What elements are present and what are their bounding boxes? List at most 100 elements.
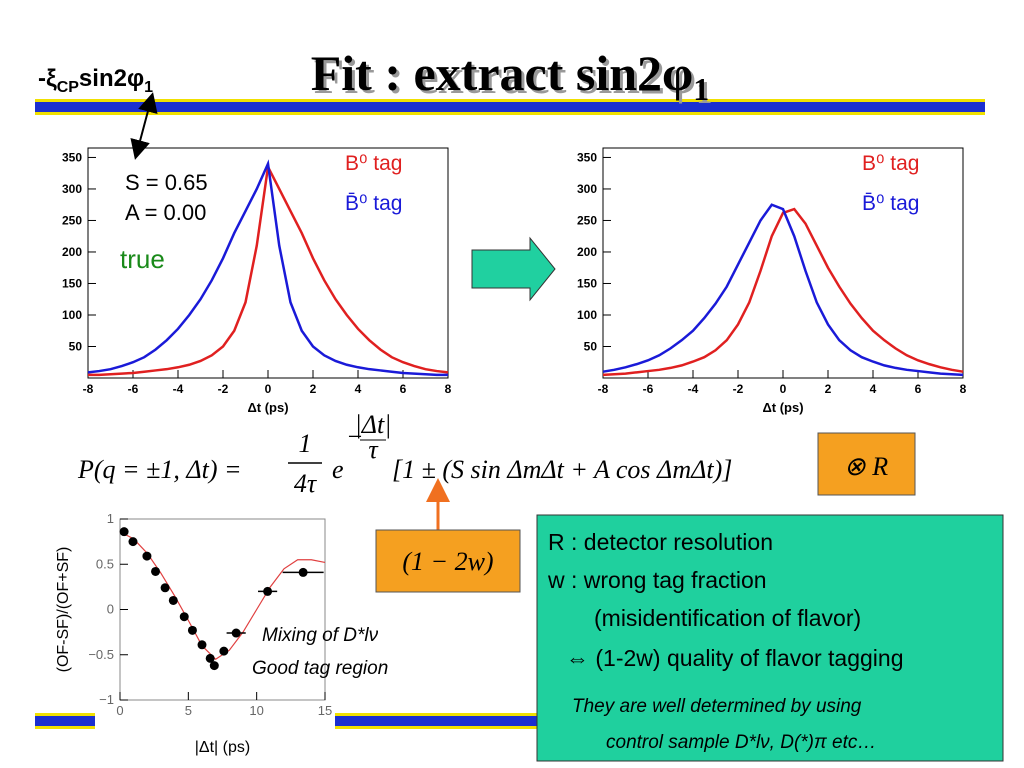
- legend-entry: B⁰ tag: [345, 152, 402, 175]
- formula-exp-den: τ: [368, 435, 379, 464]
- y-tick-label: 300: [577, 182, 597, 196]
- point: [179, 612, 189, 622]
- factor-box: [375, 529, 521, 593]
- point: [187, 625, 197, 635]
- note: They are well determined by using: [572, 696, 862, 717]
- point: [160, 583, 170, 593]
- corner-label: -ξCPsin2φ1: [38, 65, 153, 96]
- x-tick-label: 2: [310, 382, 317, 396]
- x-tick-label: -8: [83, 382, 94, 396]
- annotation: true: [120, 244, 165, 274]
- y-tick-label: 100: [577, 308, 597, 322]
- x-tick-label: 4: [355, 382, 362, 396]
- formula-lhs: P(q = ±1, Δt) =: [77, 455, 242, 484]
- formula-minus: −: [346, 422, 364, 451]
- y-tick-label: −1: [99, 692, 114, 707]
- y-tick-label: 0.5: [96, 556, 114, 571]
- y-tick-label: 50: [584, 339, 598, 353]
- formula-num: 1: [299, 429, 312, 458]
- y-tick-label: 150: [577, 276, 597, 290]
- x-tick-label: -2: [218, 382, 229, 396]
- x-tick-label: 0: [780, 382, 787, 396]
- annotation: Good tag region: [252, 658, 388, 679]
- title: Fit : extract sin2φ1: [311, 45, 709, 107]
- legend-entry: B̄⁰ tag: [862, 192, 919, 215]
- annotation: S = 0.65: [125, 170, 208, 195]
- x-tick-label: 0: [265, 382, 272, 396]
- point: [263, 586, 273, 596]
- note: ⇔ (1-2w) quality of flavor tagging: [566, 645, 904, 671]
- t: sin2φ: [79, 65, 144, 92]
- x-tick-label: -4: [173, 382, 184, 396]
- y-tick-label: 200: [577, 245, 597, 259]
- point: [231, 628, 241, 638]
- x-tick-label: 6: [400, 382, 407, 396]
- annotation: A = 0.00: [125, 200, 206, 225]
- x-axis-label: |Δt| (ps): [195, 739, 250, 756]
- arrow: [130, 92, 158, 160]
- y-tick-label: 150: [62, 276, 82, 290]
- x-tick-label: 15: [318, 703, 332, 718]
- point: [209, 661, 219, 671]
- formula-conv: ⊗ R: [844, 452, 888, 481]
- point: [151, 566, 161, 576]
- x-tick-label: -6: [128, 382, 139, 396]
- point: [168, 595, 178, 605]
- formula-e: e: [332, 455, 344, 484]
- x-axis-label: Δt (ps): [762, 400, 803, 415]
- x-tick-label: 10: [249, 703, 263, 718]
- arrow-right: [471, 236, 556, 302]
- series-line: [87, 159, 448, 377]
- point: [219, 646, 229, 656]
- point: [119, 527, 129, 537]
- x-tick-label: -8: [598, 382, 609, 396]
- band-blue: [35, 102, 985, 112]
- y-tick-label: 250: [62, 213, 82, 227]
- conv-box: [817, 432, 916, 496]
- t: 1: [144, 79, 153, 96]
- formula-den: 4τ: [294, 469, 318, 498]
- y-tick-label: 350: [62, 150, 82, 164]
- x-tick-label: 6: [915, 382, 922, 396]
- point: [128, 537, 138, 547]
- point: [298, 567, 308, 577]
- x-tick-label: -6: [643, 382, 654, 396]
- t: 1: [693, 71, 709, 107]
- annotation: Mixing of D*lν: [262, 625, 379, 646]
- y-axis-label: (OF-SF)/(OF+SF): [55, 547, 72, 673]
- x-tick-label: 8: [960, 382, 967, 396]
- t: CP: [57, 79, 80, 96]
- y-tick-label: 0: [107, 602, 114, 617]
- note: R : detector resolution: [548, 529, 773, 555]
- legend-entry: B̄⁰ tag: [345, 192, 402, 215]
- x-axis-label: Δt (ps): [247, 400, 288, 415]
- series-line: [602, 203, 964, 377]
- t: -ξ: [38, 65, 57, 92]
- y-tick-label: 250: [577, 213, 597, 227]
- formula-exp-num: |Δt|: [355, 410, 392, 439]
- x-tick-label: 2: [825, 382, 832, 396]
- x-tick-label: 4: [870, 382, 877, 396]
- t: Fit : extract sin2φ: [311, 45, 693, 101]
- y-tick-label: 350: [577, 150, 597, 164]
- y-tick-label: −0.5: [88, 647, 114, 662]
- point: [142, 551, 152, 561]
- point: [205, 653, 215, 663]
- x-tick-label: 8: [445, 382, 452, 396]
- point: [197, 640, 207, 650]
- y-tick-label: 300: [62, 182, 82, 196]
- y-tick-label: 50: [69, 339, 83, 353]
- legend-entry: B⁰ tag: [862, 152, 919, 175]
- x-tick-label: -2: [733, 382, 744, 396]
- x-tick-label: 5: [185, 703, 192, 718]
- x-tick-label: 0: [116, 703, 123, 718]
- note: w : wrong tag fraction: [547, 567, 767, 593]
- chart3-bg: [95, 505, 335, 768]
- factor: (1 − 2w): [402, 547, 493, 576]
- note: control sample D*lν, D(*)π etc…: [606, 732, 876, 753]
- note: (misidentification of flavor): [594, 605, 861, 631]
- y-tick-label: 200: [62, 245, 82, 259]
- x-tick-label: -4: [688, 382, 699, 396]
